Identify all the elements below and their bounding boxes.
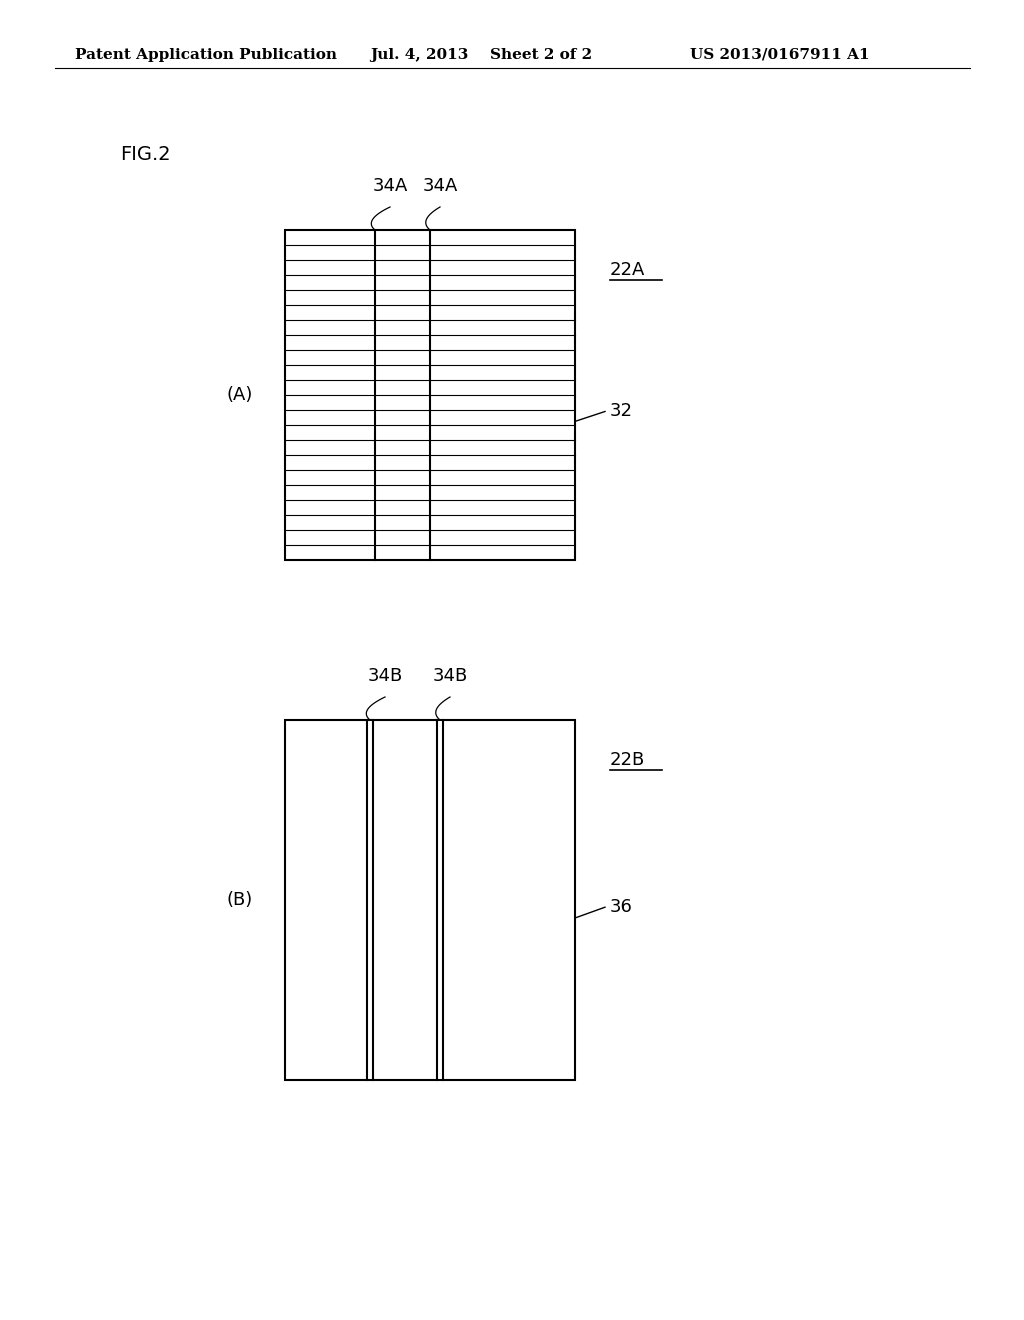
Text: FIG.2: FIG.2 xyxy=(120,145,171,165)
Text: Jul. 4, 2013: Jul. 4, 2013 xyxy=(370,48,468,62)
Bar xyxy=(285,719,575,1080)
Text: 32: 32 xyxy=(610,403,633,421)
Text: 22B: 22B xyxy=(610,751,645,770)
Text: 34B: 34B xyxy=(368,667,402,685)
Text: Sheet 2 of 2: Sheet 2 of 2 xyxy=(490,48,592,62)
Text: 34A: 34A xyxy=(373,177,408,195)
Text: (A): (A) xyxy=(226,385,253,404)
Text: US 2013/0167911 A1: US 2013/0167911 A1 xyxy=(690,48,869,62)
Text: Patent Application Publication: Patent Application Publication xyxy=(75,48,337,62)
Text: 36: 36 xyxy=(610,898,633,916)
Text: 34A: 34A xyxy=(422,177,458,195)
Text: (B): (B) xyxy=(227,891,253,909)
Bar xyxy=(285,230,575,560)
Text: 34B: 34B xyxy=(432,667,468,685)
Text: 22A: 22A xyxy=(610,261,645,279)
